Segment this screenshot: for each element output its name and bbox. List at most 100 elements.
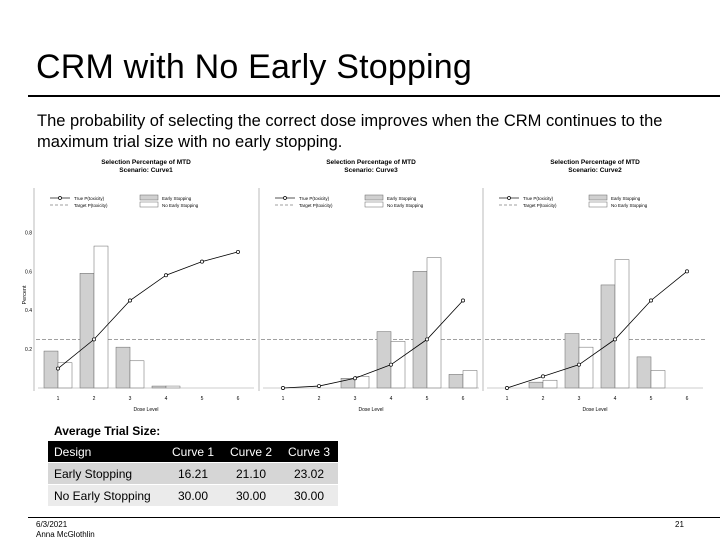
x-tick-label: 3 <box>354 396 357 402</box>
true-toxicity-point <box>505 386 509 390</box>
legend-true-marker <box>283 196 287 200</box>
true-toxicity-point <box>128 298 132 303</box>
bar-no-early-stopping <box>650 370 666 389</box>
table-cell: 30.00 <box>164 484 222 507</box>
legend-no-early-swatch <box>364 201 384 208</box>
true-toxicity-point <box>425 337 429 342</box>
table-header-cell: Design <box>48 441 164 463</box>
bar-no-early-stopping <box>129 360 145 389</box>
bar-early-stopping <box>115 346 131 389</box>
y-tick-label: 0.8 <box>25 230 32 236</box>
legend-label: No Early Stopping <box>387 203 424 208</box>
y-tick-label: 0.4 <box>25 308 32 314</box>
legend-true-marker <box>58 196 62 200</box>
footer-author: Anna McGlothlin <box>36 530 95 539</box>
bar-early-stopping <box>151 385 167 389</box>
table-header-cell: Curve 2 <box>222 441 280 463</box>
bar-no-early-stopping <box>165 385 181 389</box>
bar-no-early-stopping <box>578 346 594 389</box>
x-tick-label: 5 <box>201 396 204 402</box>
x-tick-label: 6 <box>686 396 689 402</box>
bar-no-early-stopping <box>426 257 442 389</box>
trial-size-table: Design Curve 1 Curve 2 Curve 3 Early Sto… <box>48 441 338 507</box>
legend-label: No Early Stopping <box>611 203 648 208</box>
true-toxicity-point <box>236 249 240 254</box>
y-axis-label: Percent <box>22 285 28 304</box>
x-tick-label: 5 <box>650 396 653 402</box>
x-axis-label: Dose Level <box>358 407 383 413</box>
table-header-row: Design Curve 1 Curve 2 Curve 3 <box>48 441 338 463</box>
page-number: 21 <box>675 520 684 529</box>
bar-early-stopping <box>448 374 464 389</box>
legend-label: Early Stopping <box>162 196 192 201</box>
true-toxicity-point <box>389 362 393 367</box>
chart-subtitle: Scenario: Curve1 <box>119 167 173 174</box>
chart-subtitle: Scenario: Curve2 <box>568 167 622 174</box>
true-toxicity-point <box>541 374 545 379</box>
bar-early-stopping <box>412 271 428 389</box>
bar-early-stopping <box>528 381 544 389</box>
legend-no-early-swatch <box>139 201 159 208</box>
x-tick-label: 4 <box>614 396 617 402</box>
table-row: Early Stopping 16.21 21.10 23.02 <box>48 462 338 485</box>
chart-title: Selection Percentage of MTD <box>550 159 640 166</box>
x-tick-label: 5 <box>426 396 429 402</box>
table-cell: No Early Stopping <box>48 484 164 507</box>
x-tick-label: 3 <box>578 396 581 402</box>
x-tick-label: 2 <box>318 396 321 402</box>
bar-no-early-stopping <box>614 259 630 389</box>
x-tick-label: 4 <box>165 396 168 402</box>
true-toxicity-point <box>56 366 60 371</box>
legend-label: Early Stopping <box>611 196 641 201</box>
x-tick-label: 2 <box>93 396 96 402</box>
legend-early-swatch <box>364 194 384 201</box>
x-tick-label: 6 <box>237 396 240 402</box>
x-axis-label: Dose Level <box>582 407 607 413</box>
x-tick-label: 2 <box>542 396 545 402</box>
true-toxicity-point <box>649 298 653 303</box>
footer-info: 6/3/2021 Anna McGlothlin <box>36 520 95 540</box>
true-toxicity-point <box>577 362 581 367</box>
x-tick-label: 6 <box>462 396 465 402</box>
legend-early-swatch <box>139 194 159 201</box>
x-tick-label: 3 <box>129 396 132 402</box>
bar-no-early-stopping <box>542 379 558 389</box>
y-tick-label: 0.6 <box>25 269 32 275</box>
legend-no-early-swatch <box>588 201 608 208</box>
bar-no-early-stopping <box>354 376 370 389</box>
true-toxicity-point <box>317 384 321 389</box>
chart-subtitle: Scenario: Curve3 <box>344 167 398 174</box>
true-toxicity-line <box>506 271 688 389</box>
table-header-cell: Curve 1 <box>164 441 222 463</box>
legend-label: Early Stopping <box>387 196 417 201</box>
table-row: No Early Stopping 30.00 30.00 30.00 <box>48 484 338 507</box>
table-cell: 16.21 <box>164 462 222 485</box>
true-toxicity-point <box>685 269 689 274</box>
legend-label: No Early Stopping <box>162 203 199 208</box>
table-cell: 23.02 <box>280 462 338 485</box>
legend-label: Target P(toxicity) <box>523 203 557 208</box>
bar-early-stopping <box>600 284 616 389</box>
true-toxicity-point <box>461 298 465 303</box>
table-cell: 30.00 <box>222 484 280 507</box>
legend-label: Target P(toxicity) <box>299 203 333 208</box>
bar-early-stopping <box>376 331 392 389</box>
table-cell: 21.10 <box>222 462 280 485</box>
true-toxicity-point <box>353 376 357 381</box>
true-toxicity-point <box>200 259 204 264</box>
legend-label: Target P(toxicity) <box>74 203 108 208</box>
true-toxicity-point <box>281 386 285 390</box>
footer-date: 6/3/2021 <box>36 520 68 529</box>
bar-early-stopping <box>43 350 59 389</box>
slide-title: CRM with No Early Stopping <box>36 48 473 86</box>
bar-early-stopping <box>564 333 580 389</box>
bar-no-early-stopping <box>93 245 109 389</box>
true-toxicity-line <box>282 300 464 389</box>
legend-label: True P(toxicity) <box>74 196 105 201</box>
y-tick-label: 0.2 <box>25 347 32 353</box>
x-axis-label: Dose Level <box>133 407 158 413</box>
bar-no-early-stopping <box>462 370 478 389</box>
true-toxicity-point <box>92 337 96 342</box>
legend-label: True P(toxicity) <box>523 196 554 201</box>
